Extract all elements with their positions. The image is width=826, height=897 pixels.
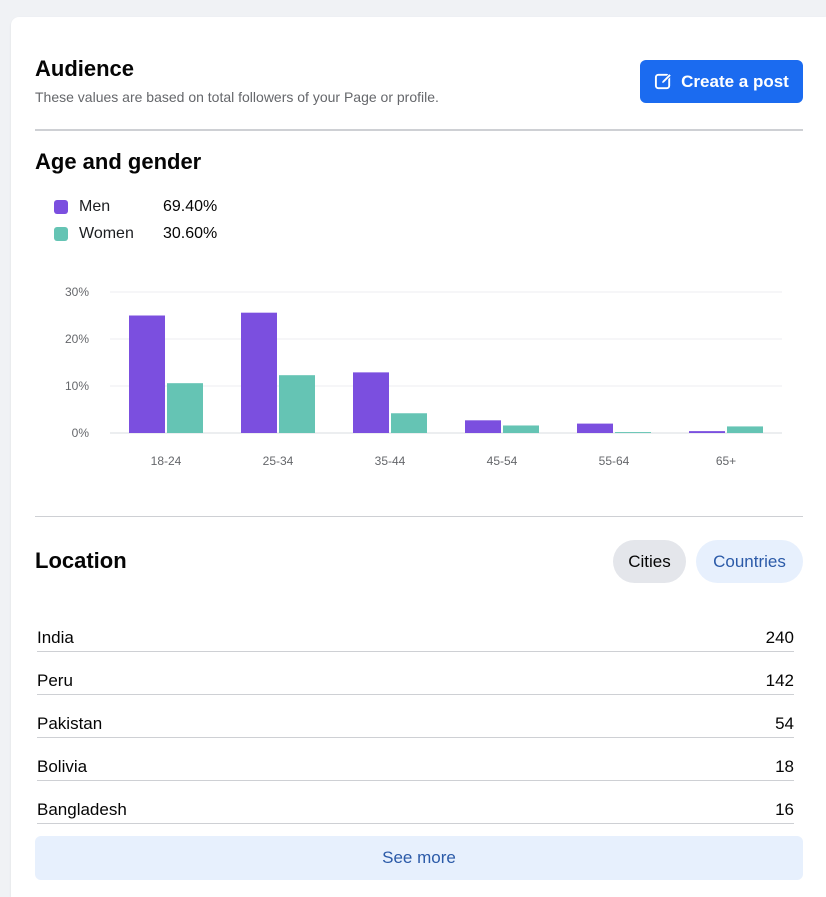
bar-women-65+: [727, 426, 763, 433]
x-tick-label: 65+: [716, 454, 736, 468]
gender-legend: Men 69.40% Women 30.60%: [54, 193, 217, 247]
location-name: Bolivia: [37, 757, 88, 776]
list-item: India 240: [37, 609, 794, 652]
bar-men-65+: [689, 431, 725, 433]
location-title: Location: [35, 548, 127, 573]
tab-cities[interactable]: Cities: [613, 540, 686, 583]
page-title: Audience: [35, 56, 135, 81]
age-gender-title: Age and gender: [35, 149, 202, 174]
list-item: Pakistan 54: [37, 695, 794, 738]
page-subtitle: These values are based on total follower…: [35, 89, 439, 105]
age-gender-chart: 0% 10% 20% 30% 18-24 25-34 35-44 45-54 55-64 65+: [65, 285, 782, 468]
y-tick-label: 0%: [72, 426, 90, 440]
bar-men-25-34: [241, 312, 277, 433]
legend-value: 30.60%: [163, 224, 218, 242]
list-item: Peru 142: [37, 652, 794, 695]
audience-header: Audience These values are based on total…: [35, 56, 803, 105]
tab-countries[interactable]: Countries: [696, 540, 803, 583]
location-divider: [35, 516, 803, 517]
y-tick-label: 20%: [65, 332, 89, 346]
location-list: India 240 Peru 142 Pakistan 54 Bolivia 1…: [37, 609, 794, 824]
location-count: 54: [775, 714, 794, 733]
x-tick-label: 18-24: [151, 454, 182, 468]
location-name: Peru: [37, 671, 73, 690]
list-item: Bangladesh 16: [37, 781, 794, 824]
women-swatch: [54, 226, 68, 241]
x-tick-label: 35-44: [375, 454, 406, 468]
men-swatch: [54, 199, 68, 214]
list-item: Bolivia 18: [37, 738, 794, 781]
edit-icon: [655, 73, 672, 90]
legend-item-women: Women 30.60%: [54, 220, 217, 247]
bar-men-55-64: [577, 423, 613, 433]
bar-women-55-64: [615, 432, 651, 433]
bar-women-45-54: [503, 425, 539, 433]
audience-card: [11, 17, 826, 897]
header-divider: [35, 129, 803, 131]
location-count: 16: [775, 800, 794, 819]
y-tick-label: 30%: [65, 285, 89, 299]
location-name: Bangladesh: [37, 800, 127, 819]
location-name: India: [37, 628, 74, 647]
bar-men-45-54: [465, 420, 501, 433]
x-tick-label: 45-54: [487, 454, 518, 468]
location-count: 142: [765, 671, 794, 690]
bar-women-18-24: [167, 383, 203, 433]
legend-item-men: Men 69.40%: [54, 193, 217, 220]
see-more-button[interactable]: See more: [35, 836, 803, 880]
x-tick-label: 25-34: [263, 454, 294, 468]
location-count: 240: [765, 628, 794, 647]
location-count: 18: [775, 757, 794, 776]
bar-women-35-44: [391, 413, 427, 433]
legend-value: 69.40%: [163, 197, 218, 215]
bar-men-35-44: [353, 372, 389, 433]
create-post-button[interactable]: Create a post: [640, 60, 803, 103]
bar-men-18-24: [129, 315, 165, 433]
create-post-label: Create a post: [681, 71, 789, 91]
x-tick-label: 55-64: [599, 454, 630, 468]
bar-women-25-34: [279, 375, 315, 433]
legend-label: Men: [79, 197, 111, 215]
location-name: Pakistan: [37, 714, 103, 733]
y-tick-label: 10%: [65, 379, 89, 393]
legend-label: Women: [79, 224, 134, 242]
